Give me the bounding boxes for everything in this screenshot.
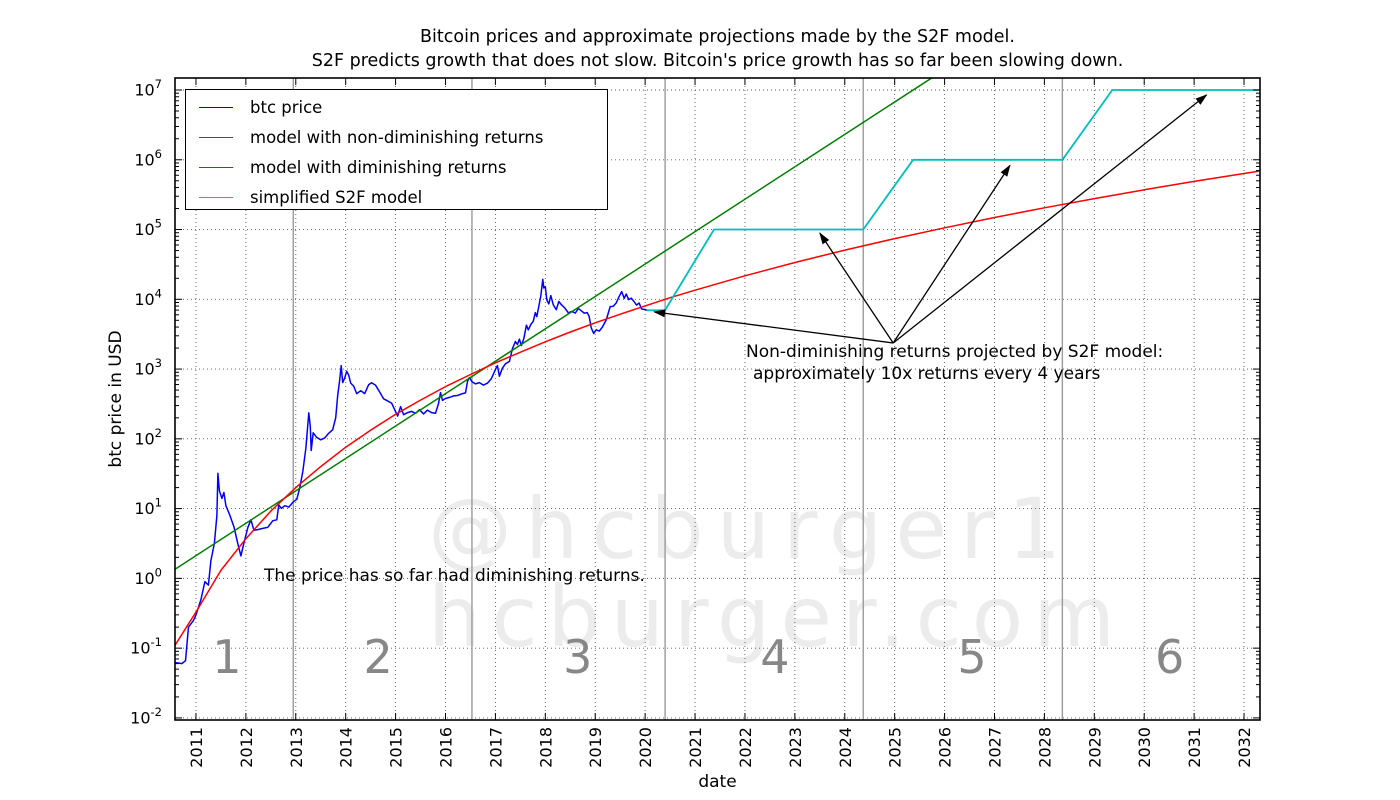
y-tick-label: 103 xyxy=(134,356,162,379)
era-label: 2 xyxy=(363,630,392,684)
annotation-s2f-line1: Non-diminishing returns projected by S2F… xyxy=(746,342,1164,362)
y-tick-base: 10 xyxy=(134,150,154,169)
x-tick-label: 2024 xyxy=(836,727,855,768)
y-tick-base: 10 xyxy=(134,81,154,100)
annotation-arrow xyxy=(653,309,894,344)
x-tick-label: 2011 xyxy=(187,727,206,768)
y-tick-label: 104 xyxy=(134,286,162,309)
legend-label: model with non-diminishing returns xyxy=(250,127,544,147)
era-label: 5 xyxy=(957,630,986,684)
legend-item: btc price xyxy=(186,92,607,122)
x-tick-label: 2012 xyxy=(237,727,256,768)
y-axis-label: btc price in USD xyxy=(106,330,126,468)
y-tick-exponent: 3 xyxy=(155,356,162,370)
watermark-handle: @hcburger1 xyxy=(428,480,1075,578)
legend-line-sample xyxy=(199,106,233,108)
era-label: 3 xyxy=(563,630,592,684)
y-tick-label: 100 xyxy=(134,565,162,588)
annotation-arrow xyxy=(892,94,1208,344)
y-tick-label: 102 xyxy=(134,426,162,449)
legend-item: simplified S2F model xyxy=(186,182,607,212)
y-tick-exponent: 4 xyxy=(155,286,162,300)
legend-label: simplified S2F model xyxy=(250,187,423,207)
y-tick-label: 101 xyxy=(134,496,162,519)
x-tick-label: 2026 xyxy=(936,727,955,768)
watermark-site: hcburger.com xyxy=(428,568,1125,666)
x-tick-label: 2014 xyxy=(337,727,356,768)
series-simplified-s2f-model xyxy=(646,89,1260,312)
y-tick-label: 10-2 xyxy=(130,705,162,728)
y-tick-base: 10 xyxy=(130,639,150,658)
ticks xyxy=(175,78,1260,720)
x-tick-label: 2032 xyxy=(1235,727,1254,768)
era-labels: 1 2 3 4 5 6 xyxy=(212,630,1184,684)
era-label: 1 xyxy=(212,630,241,684)
era-label: 6 xyxy=(1155,630,1184,684)
y-tick-exponent: 7 xyxy=(155,77,162,91)
plot-frame xyxy=(174,77,1261,721)
x-tick-label: 2030 xyxy=(1135,727,1154,768)
legend-line-sample xyxy=(199,196,233,198)
x-tick-label: 2023 xyxy=(786,727,805,768)
annotation-arrow xyxy=(819,232,894,344)
x-tick-label: 2016 xyxy=(437,727,456,768)
annotation-arrow xyxy=(892,164,1011,344)
legend-box: btc price model with non-diminishing retu… xyxy=(185,89,608,210)
legend-line-sample xyxy=(199,166,233,168)
chart-title-line2: S2F predicts growth that does not slow. … xyxy=(311,50,1124,71)
x-tick-label: 2018 xyxy=(536,727,555,768)
series-model-with-diminishing-returns xyxy=(175,170,1260,647)
y-tick-base: 10 xyxy=(134,360,154,379)
series xyxy=(175,78,1260,665)
y-tick-label: 105 xyxy=(134,217,162,240)
chart-title-line1: Bitcoin prices and approximate projectio… xyxy=(420,27,1015,47)
x-tick-label: 2022 xyxy=(736,727,755,768)
x-tick-label: 2027 xyxy=(985,727,1004,768)
annotation-diminishing: The price has so far had diminishing ret… xyxy=(264,566,645,586)
y-tick-exponent: 6 xyxy=(155,147,162,161)
x-tick-labels: 2011 2012 2013 2014 2015 2016 2017 2018 2019 2020… xyxy=(187,727,1254,768)
legend-item: model with diminishing returns xyxy=(186,152,607,182)
legend-line-sample xyxy=(199,136,233,138)
x-tick-label: 2020 xyxy=(636,727,655,768)
y-tick-exponent: 0 xyxy=(155,565,162,579)
chart-title: Bitcoin prices and approximate projectio… xyxy=(175,26,1260,73)
era-label: 4 xyxy=(760,630,789,684)
y-tick-base: 10 xyxy=(134,429,154,448)
x-tick-label: 2028 xyxy=(1035,727,1054,768)
y-tick-exponent: 1 xyxy=(155,496,162,510)
y-tick-label: 106 xyxy=(134,147,162,170)
y-tick-base: 10 xyxy=(130,708,150,727)
x-axis-label: date xyxy=(698,772,737,792)
legend-item: model with non-diminishing returns xyxy=(186,122,607,152)
y-tick-base: 10 xyxy=(134,220,154,239)
x-tick-label: 2021 xyxy=(686,727,705,768)
x-tick-label: 2013 xyxy=(287,727,306,768)
legend-label: model with diminishing returns xyxy=(250,157,507,177)
x-tick-label: 2015 xyxy=(387,727,406,768)
y-tick-exponent: -1 xyxy=(151,635,162,649)
y-tick-base: 10 xyxy=(134,290,154,309)
y-tick-exponent: -2 xyxy=(151,705,162,719)
y-tick-exponent: 2 xyxy=(155,426,162,440)
legend-label: btc price xyxy=(250,97,323,117)
x-tick-label: 2025 xyxy=(886,727,905,768)
series-model-with-non-diminishing-returns xyxy=(175,78,933,571)
y-tick-exponent: 5 xyxy=(155,217,162,231)
x-tick-label: 2017 xyxy=(486,727,505,768)
annotation-arrows xyxy=(653,94,1208,344)
x-tick-label: 2031 xyxy=(1185,727,1204,768)
annotation-s2f: Non-diminishing returns projected by S2F… xyxy=(746,341,1163,385)
x-tick-label: 2029 xyxy=(1085,727,1104,768)
y-tick-base: 10 xyxy=(134,499,154,518)
y-tick-label: 107 xyxy=(134,77,162,100)
y-tick-base: 10 xyxy=(134,569,154,588)
annotation-s2f-line2: approximately 10x returns every 4 years xyxy=(753,364,1101,384)
x-tick-label: 2019 xyxy=(586,727,605,768)
y-tick-label: 10-1 xyxy=(130,635,162,658)
series-btc-price xyxy=(175,278,648,665)
